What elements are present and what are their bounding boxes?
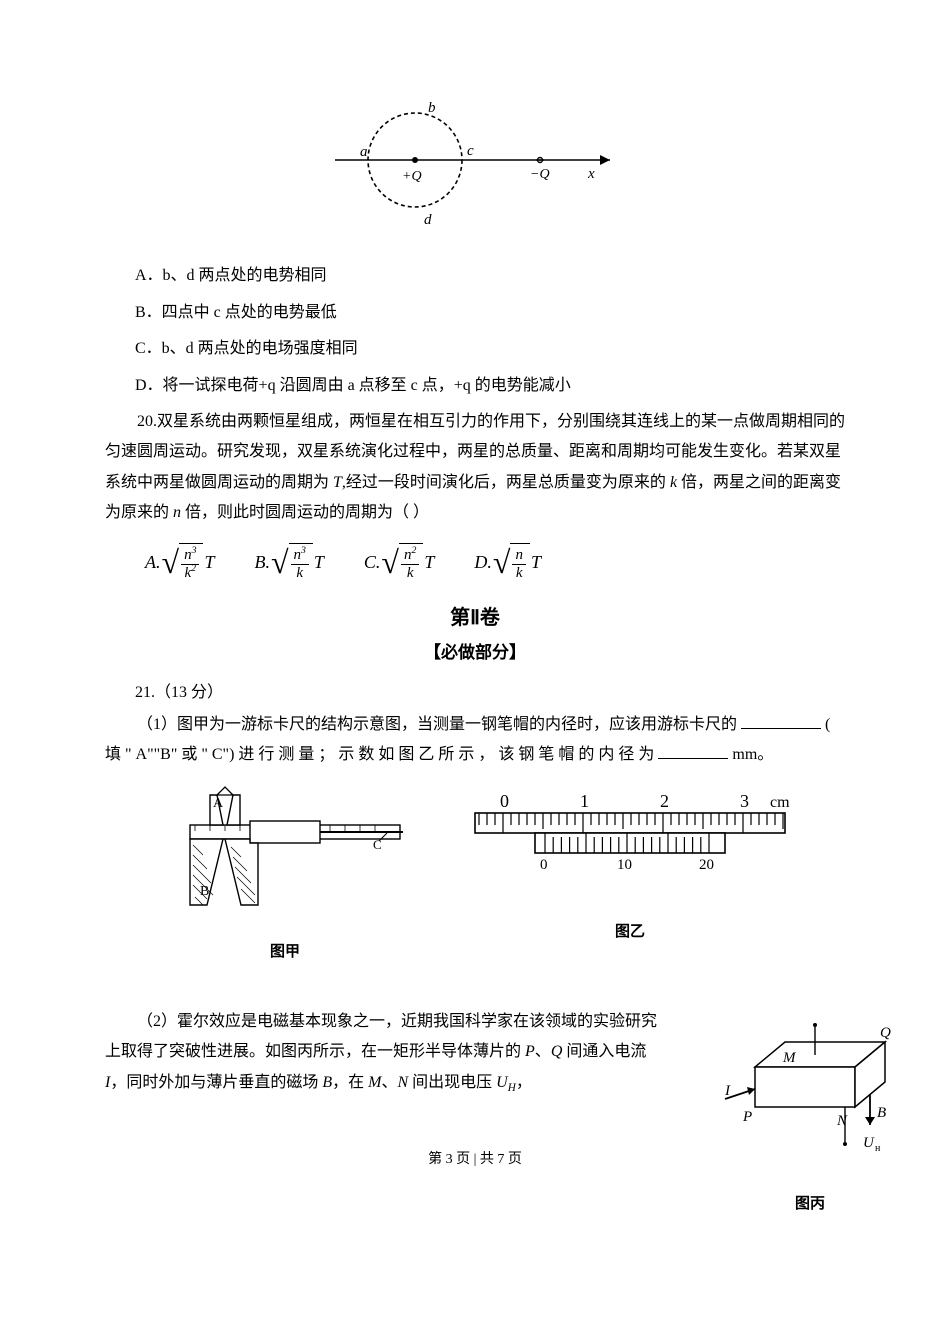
svg-text:c: c (467, 143, 474, 159)
q20-formula-row: A. √ n3 k2 T B. √ n3 k T C. √ n2 (145, 543, 845, 582)
h-t4: ，同时外加与薄片垂直的磁场 (110, 1074, 322, 1091)
formula-B: B. √ n3 k T (254, 543, 323, 582)
label-bing: 图丙 (715, 1190, 905, 1219)
svg-text:2: 2 (660, 791, 669, 811)
page-footer: 第 3 页 | 共 7 页 (0, 1147, 950, 1174)
svg-text:−Q: −Q (530, 167, 550, 182)
q21-p1c: mm。 (732, 746, 773, 763)
formula-B-label: B. (254, 545, 270, 579)
vernier-scale-yi: 0 1 2 3 cm 0 10 20 图乙 (465, 785, 795, 947)
fA-num: n (184, 547, 192, 563)
svg-text:x: x (587, 166, 595, 182)
fB-den: k (296, 565, 303, 581)
svg-text:20: 20 (699, 857, 714, 873)
h-M: M (368, 1074, 381, 1091)
fA-T: T (204, 545, 214, 579)
h-U: U (496, 1074, 508, 1091)
fD-T: T (531, 545, 541, 579)
q21-p1a: （1）图甲为一游标卡尺的结构示意图，当测量一钢笔帽的内径时，应该用游标卡尺的 (137, 716, 737, 733)
h-t5: ，在 (332, 1074, 368, 1091)
fA-nsup: 3 (192, 545, 197, 556)
h-B: B (322, 1074, 332, 1091)
fB-T: T (314, 545, 324, 579)
svg-text:P: P (742, 1109, 752, 1125)
fD-den: k (516, 565, 523, 581)
fC-nsup: 2 (411, 545, 416, 556)
label-jia: 图甲 (155, 938, 415, 967)
q20-t4: 倍，则此时圆周运动的周期为（ ） (181, 504, 429, 521)
section-subtitle: 【必做部分】 (105, 637, 845, 669)
svg-text:B: B (877, 1105, 886, 1121)
fB-nsup: 3 (301, 545, 306, 556)
svg-text:N: N (836, 1113, 848, 1129)
formula-A: A. √ n3 k2 T (145, 543, 214, 582)
h-N: N (397, 1074, 408, 1091)
h-Q: Q (551, 1043, 563, 1060)
h-Hs: H (508, 1082, 516, 1094)
q20-n: n (173, 504, 181, 521)
q19-figure: a b c d +Q −Q x (105, 100, 845, 241)
svg-text:cm: cm (770, 794, 790, 811)
fC-den: k (407, 565, 414, 581)
fB-num: n (294, 547, 302, 563)
svg-text:M: M (782, 1050, 797, 1066)
q19-option-a: A．b、d 两点处的电势相同 (135, 261, 845, 291)
hall-section: （2）霍尔效应是电磁基本现象之一，近期我国科学家在该领域的实验研究上取得了突破性… (105, 1007, 845, 1099)
svg-text:0: 0 (500, 791, 509, 811)
formula-A-label: A. (145, 545, 161, 579)
svg-text:a: a (360, 144, 368, 160)
formula-C-label: C. (364, 545, 381, 579)
q20-t2: ,经过一段时间演化后，两星总质量变为原来的 (342, 474, 670, 491)
svg-text:A: A (213, 796, 224, 811)
section-title: 第Ⅱ卷 (105, 599, 845, 637)
q20-k: k (670, 474, 677, 491)
h-t8: ， (516, 1074, 532, 1091)
vernier-caliper-jia: A B C 图甲 (155, 785, 415, 967)
q20-text: 20.双星系统由两颗恒星组成，两恒星在相互引力的作用下，分别围绕其连线上的某一点… (105, 407, 845, 529)
h-t6: 、 (381, 1074, 397, 1091)
svg-text:10: 10 (617, 857, 632, 873)
svg-text:0: 0 (540, 857, 548, 873)
q19-option-b: B．四点中 c 点处的电势最低 (135, 298, 845, 328)
caliper-figures: A B C 图甲 0 1 2 3 cm (105, 785, 845, 967)
h-P: P (525, 1043, 535, 1060)
h-t3: 间通入电流 (562, 1043, 646, 1060)
q19-option-d: D．将一试探电荷+q 沿圆周由 a 点移至 c 点，+q 的电势能减小 (135, 371, 845, 401)
svg-text:1: 1 (580, 791, 589, 811)
blank-1 (741, 712, 821, 729)
h-t2: 、 (535, 1043, 551, 1060)
label-yi: 图乙 (465, 918, 795, 947)
svg-text:b: b (428, 100, 436, 116)
q21-head: 21.（13 分） (135, 678, 845, 708)
svg-text:3: 3 (740, 791, 749, 811)
q20-T: T (333, 474, 342, 491)
formula-C: C. √ n2 k T (364, 543, 434, 582)
svg-text:+Q: +Q (402, 169, 422, 184)
blank-2 (658, 742, 728, 759)
q19-option-c: C．b、d 两点处的电场强度相同 (135, 334, 845, 364)
circle-charge-diagram: a b c d +Q −Q x (320, 100, 630, 230)
formula-D: D. √ n k T (474, 543, 541, 582)
fC-T: T (424, 545, 434, 579)
svg-text:Q: Q (880, 1025, 891, 1041)
svg-text:B: B (200, 884, 209, 899)
fA-dsup: 2 (191, 563, 196, 574)
fD-num: n (515, 547, 523, 563)
formula-D-label: D. (474, 545, 492, 579)
svg-text:d: d (424, 212, 432, 228)
q21-p1: （1）图甲为一游标卡尺的结构示意图，当测量一钢笔帽的内径时，应该用游标卡尺的 (… (105, 710, 845, 771)
h-t7: 间出现电压 (408, 1074, 496, 1091)
svg-text:I: I (724, 1083, 731, 1099)
hall-figure: M Q P I N B U н 图丙 (715, 1017, 905, 1219)
